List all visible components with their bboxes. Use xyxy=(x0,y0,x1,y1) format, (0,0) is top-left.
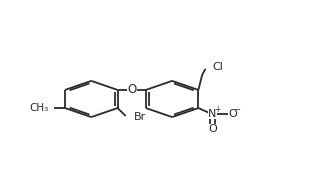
Text: +: + xyxy=(215,105,221,114)
Text: Br: Br xyxy=(134,112,146,122)
Text: −: − xyxy=(233,105,241,114)
Text: O: O xyxy=(228,109,237,119)
Text: CH₃: CH₃ xyxy=(30,103,49,113)
Text: O: O xyxy=(127,83,136,96)
Text: Cl: Cl xyxy=(212,62,223,72)
Text: N: N xyxy=(208,109,216,119)
Text: O: O xyxy=(208,124,217,134)
